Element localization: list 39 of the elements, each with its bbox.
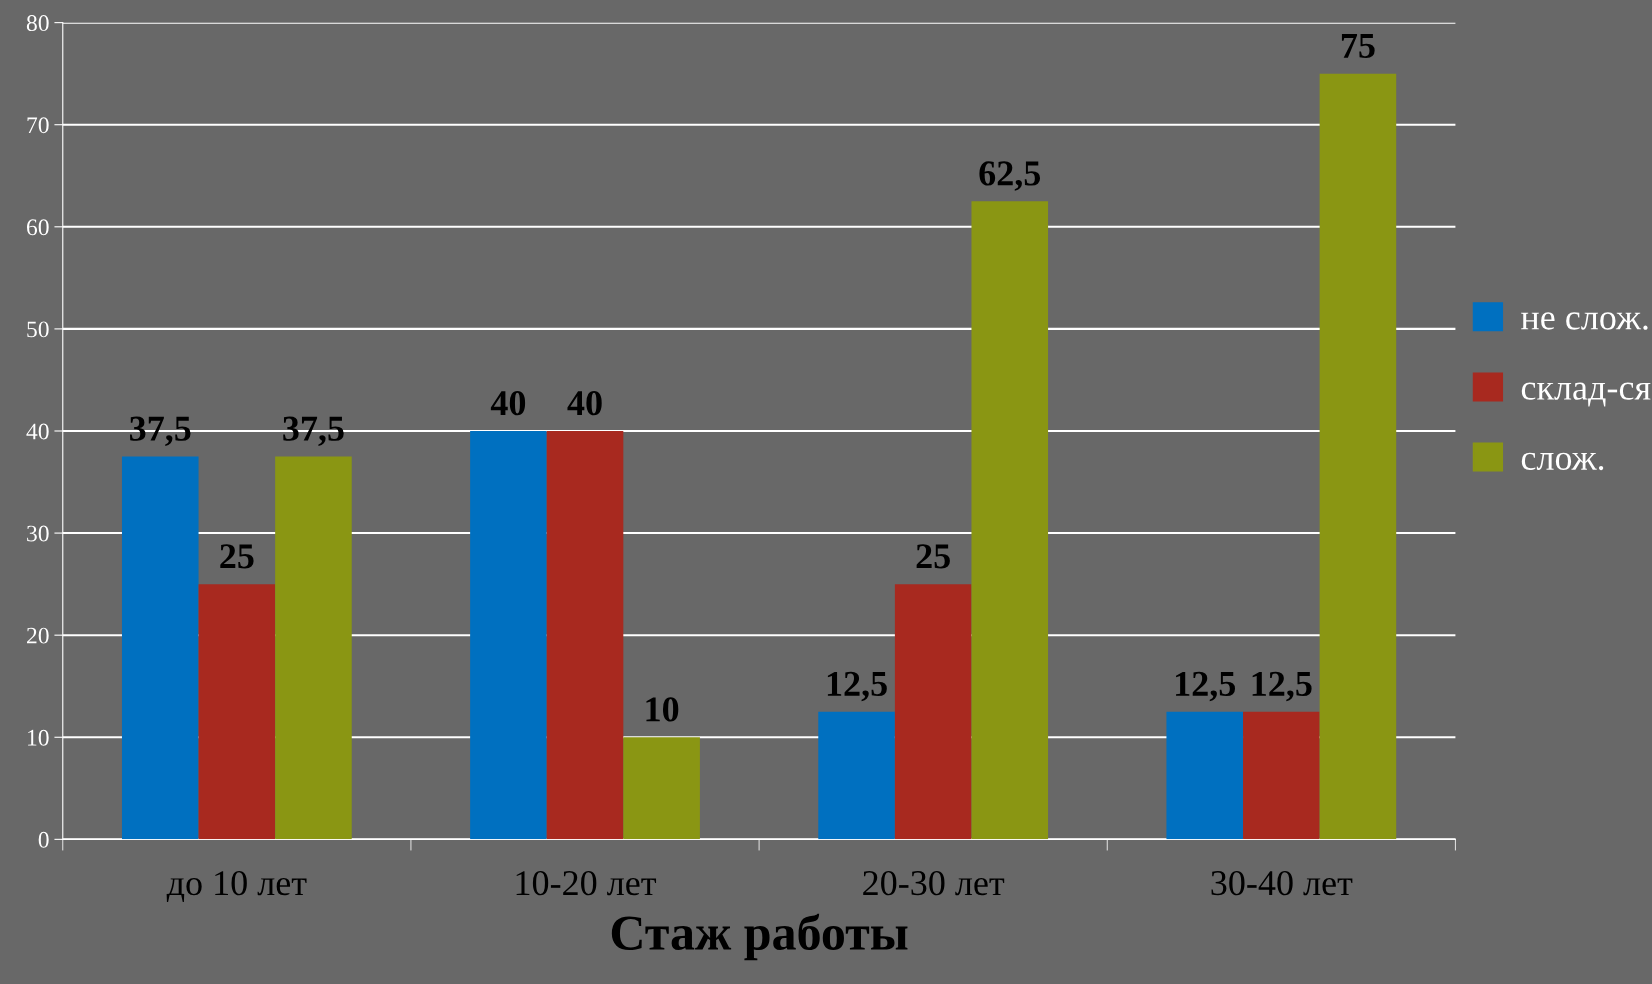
legend-label: не слож. [1521, 312, 1648, 330]
data-label: 12,5 [1252, 671, 1312, 702]
bar [275, 456, 352, 840]
data-label: 75 [1341, 34, 1375, 59]
x-tick-label: 10-20 лет [516, 870, 657, 896]
y-tick-label: 80 [26, 15, 49, 32]
legend-label: склад-ся [1521, 382, 1651, 407]
bar [894, 584, 972, 840]
y-tick-label: 30 [27, 525, 49, 542]
bar [818, 711, 895, 840]
bar [198, 584, 276, 840]
x-tick-label: 20-30 лет [863, 870, 1005, 896]
bar [1243, 711, 1320, 840]
data-label: 25 [916, 544, 950, 569]
y-tick-label: 20 [27, 627, 49, 644]
y-tick-label: 40 [26, 423, 49, 440]
data-label: 62,5 [979, 161, 1041, 191]
bar [1166, 711, 1244, 840]
bar [623, 737, 700, 840]
y-tick-label: 10 [28, 729, 49, 746]
bar [1319, 73, 1397, 840]
legend-label: слож. [1521, 452, 1604, 471]
y-tick-label: 70 [27, 117, 49, 134]
data-label: 10 [646, 697, 679, 722]
bar [546, 430, 624, 840]
data-label: 12,5 [827, 671, 887, 702]
y-tick-label: 50 [27, 321, 49, 338]
data-label: 25 [220, 544, 254, 569]
data-label: 40 [490, 390, 526, 416]
y-tick-label: 0 [38, 831, 49, 848]
y-tick-label: 60 [26, 219, 49, 236]
data-label: 12,5 [1176, 671, 1236, 702]
bar [121, 456, 199, 840]
bar [470, 430, 547, 840]
x-axis-title: Стаж работы [611, 913, 908, 961]
bar [971, 201, 1049, 840]
data-label: 40 [567, 390, 602, 416]
x-tick-label: 30-40 лет [1211, 870, 1353, 896]
x-tick-label: до 10 лет [166, 870, 307, 902]
